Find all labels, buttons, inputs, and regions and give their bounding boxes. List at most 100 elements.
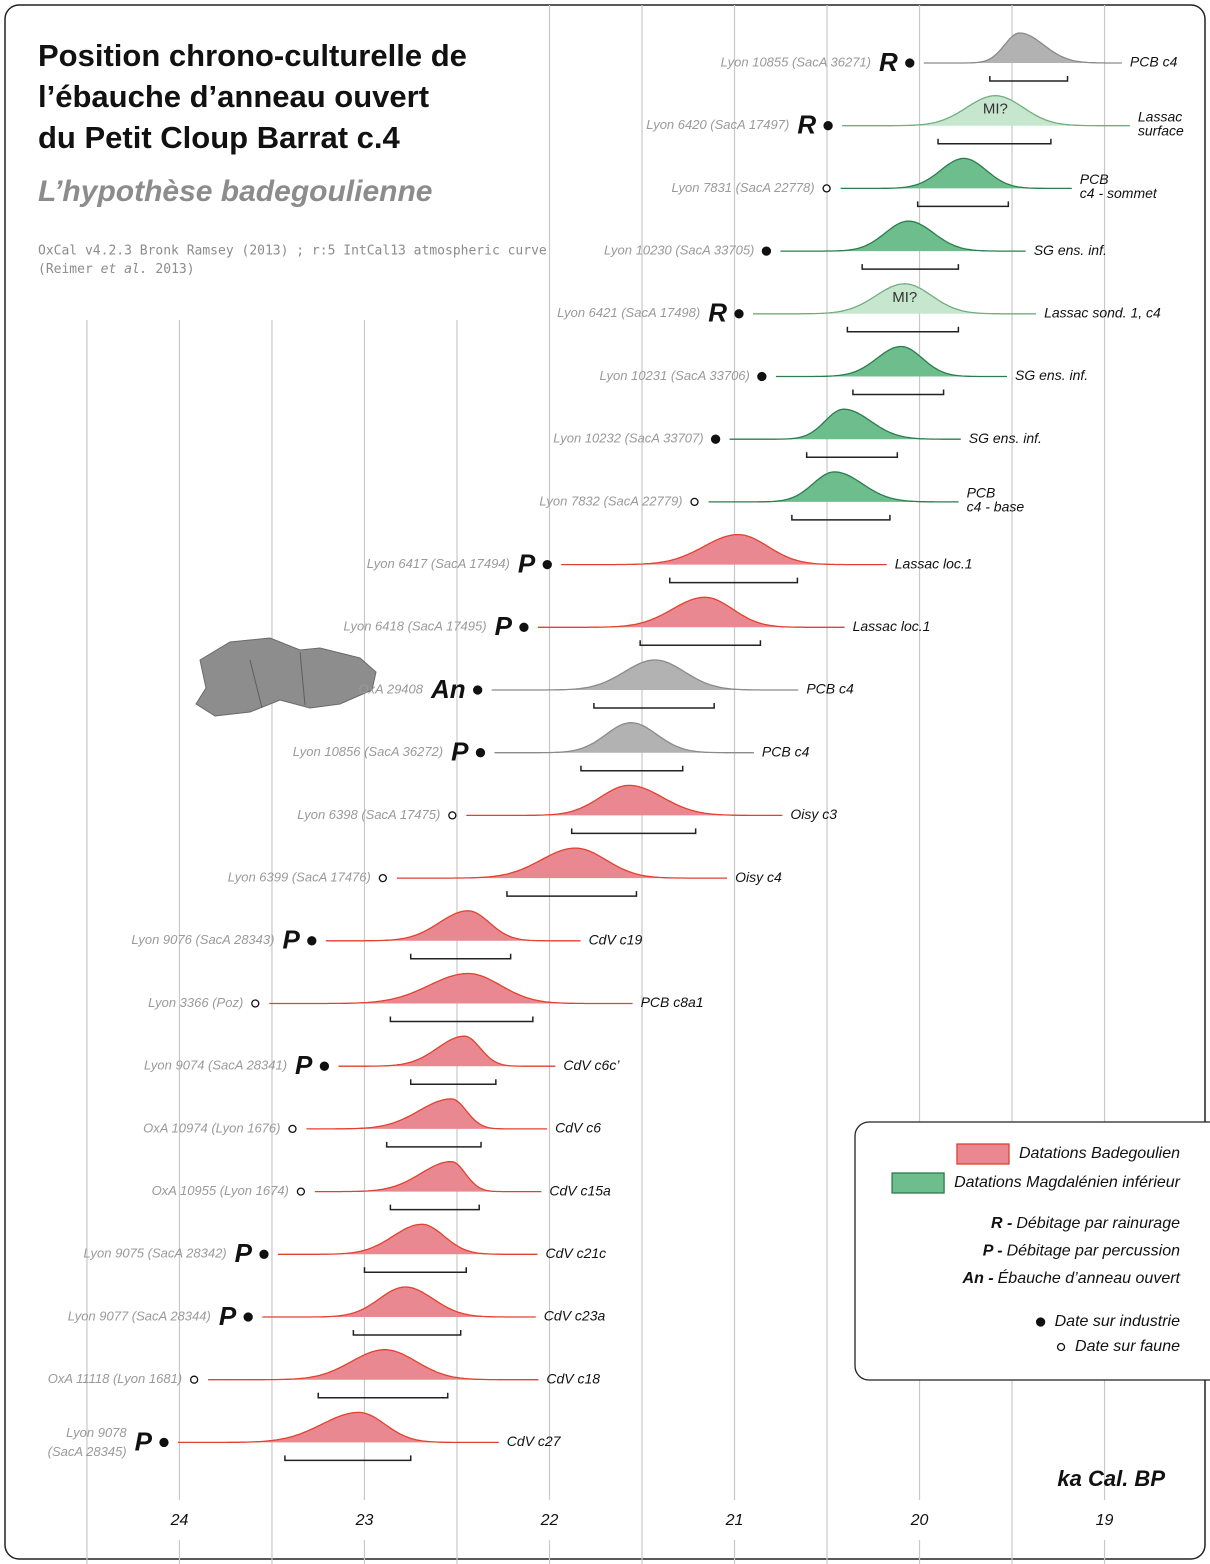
technique-letter: P <box>518 548 536 578</box>
site-label: Lassac sond. 1, c4 <box>1044 305 1161 321</box>
sample-dot <box>691 498 698 505</box>
title-line: l’ébauche d’anneau ouvert <box>38 79 429 114</box>
site-label: c4 - base <box>967 499 1025 515</box>
curve-annotation: MI? <box>983 101 1008 118</box>
sample-dot <box>289 1125 296 1132</box>
sample-dot <box>520 623 528 631</box>
site-label: SG ens. inf. <box>1015 367 1088 383</box>
x-tick-label: 19 <box>1096 1512 1114 1529</box>
x-tick-label: 21 <box>725 1512 744 1529</box>
title-line: Position chrono-culturelle de <box>38 38 467 73</box>
technique-letter: An <box>430 674 466 704</box>
lab-code: OxA 10955 (Lyon 1674) <box>152 1183 289 1198</box>
site-label: SG ens. inf. <box>1034 242 1107 258</box>
lab-code: Lyon 6418 (SacA 17495) <box>343 619 486 634</box>
lab-code: Lyon 10230 (SacA 33705) <box>604 243 754 258</box>
technique-letter: P <box>295 1050 313 1080</box>
sample-dot <box>244 1313 252 1321</box>
lab-code: Lyon 9077 (SacA 28344) <box>68 1308 211 1323</box>
curve-annotation: MI? <box>892 289 917 306</box>
lab-code: Lyon 3366 (Poz) <box>148 995 243 1010</box>
x-tick-label: 23 <box>355 1512 374 1529</box>
site-label: Oisy c4 <box>735 869 782 885</box>
technique-letter: P <box>219 1301 237 1331</box>
site-label: Oisy c3 <box>790 806 837 822</box>
lab-code: Lyon 9078 <box>66 1425 127 1440</box>
legend-dot <box>1058 1344 1065 1351</box>
technique-letter: P <box>451 737 469 767</box>
legend-label: Ébauche d’anneau ouvert <box>998 1268 1181 1287</box>
lab-code: Lyon 6398 (SacA 17475) <box>297 807 440 822</box>
sample-dot <box>379 875 386 882</box>
site-label: c4 - sommet <box>1080 185 1158 201</box>
site-label: PCB c4 <box>1130 54 1178 70</box>
sample-dot <box>252 1000 259 1007</box>
sample-dot <box>449 812 456 819</box>
lab-code: Lyon 6417 (SacA 17494) <box>367 556 510 571</box>
sample-dot <box>474 686 482 694</box>
sample-dot <box>543 561 551 569</box>
site-label: SG ens. inf. <box>969 430 1042 446</box>
technique-letter: R <box>708 298 727 328</box>
sample-dot <box>906 59 914 67</box>
lab-code: Lyon 7832 (SacA 22779) <box>539 493 682 508</box>
sample-dot <box>712 435 720 443</box>
lab-code: Lyon 9076 (SacA 28343) <box>131 932 274 947</box>
legend-label: Débitage par rainurage <box>1016 1215 1180 1232</box>
lab-code: Lyon 10232 (SacA 33707) <box>553 431 703 446</box>
site-label: PCB c4 <box>806 681 854 697</box>
lab-code: Lyon 10855 (SacA 36271) <box>721 54 871 69</box>
lab-code: Lyon 6421 (SacA 17498) <box>557 305 700 320</box>
legend-label: Date sur industrie <box>1055 1313 1180 1330</box>
site-label: Lassac loc.1 <box>853 618 931 634</box>
sample-dot <box>160 1438 168 1446</box>
site-label: CdV c19 <box>589 932 643 948</box>
lab-code: Lyon 6399 (SacA 17476) <box>228 870 371 885</box>
technique-letter: P <box>282 925 300 955</box>
site-label: surface <box>1138 122 1184 138</box>
sample-dot <box>260 1250 268 1258</box>
site-label: CdV c6c’ <box>563 1057 620 1073</box>
legend-swatch <box>957 1144 1009 1164</box>
site-label: CdV c18 <box>546 1370 600 1386</box>
legend-label: Date sur faune <box>1075 1338 1180 1355</box>
lab-code: Lyon 9075 (SacA 28342) <box>84 1246 227 1261</box>
title-line: du Petit Cloup Barrat c.4 <box>38 120 400 155</box>
technique-letter: P <box>235 1238 253 1268</box>
sample-dot <box>308 937 316 945</box>
lab-code: Lyon 10856 (SacA 36272) <box>293 744 443 759</box>
lab-code: OxA 29408 <box>358 681 423 696</box>
sample-dot <box>735 310 743 318</box>
x-tick-label: 22 <box>540 1512 559 1529</box>
legend-key: An - <box>962 1270 994 1287</box>
site-label: PCB c4 <box>762 743 810 759</box>
site-label: PCB c8a1 <box>641 994 704 1010</box>
sample-dot <box>824 122 832 130</box>
site-label: CdV c23a <box>544 1308 606 1324</box>
lab-code: (SacA 28345) <box>48 1444 127 1459</box>
site-label: Lassac loc.1 <box>895 555 973 571</box>
x-axis-label: ka Cal. BP <box>1057 1466 1165 1491</box>
subtitle: L’hypothèse badegoulienne <box>38 175 432 208</box>
lab-code: Lyon 9074 (SacA 28341) <box>144 1058 287 1073</box>
legend-swatch <box>892 1173 944 1193</box>
technique-letter: R <box>797 110 816 140</box>
lab-code: OxA 10974 (Lyon 1676) <box>143 1120 280 1135</box>
sample-dot <box>762 247 770 255</box>
technique-letter: R <box>879 47 898 77</box>
legend-label: Datations Magdalénien inférieur <box>954 1174 1181 1191</box>
site-label: CdV c27 <box>507 1433 562 1449</box>
site-label: CdV c21c <box>545 1245 606 1261</box>
sample-dot <box>476 749 484 757</box>
technique-letter: P <box>495 611 513 641</box>
legend: Datations Badegoulien Datations Magdaléni… <box>855 1122 1210 1380</box>
site-label: CdV c15a <box>549 1182 611 1198</box>
x-tick-label: 20 <box>910 1512 929 1529</box>
legend-key: R - <box>991 1215 1012 1232</box>
legend-label: Débitage par percussion <box>1007 1243 1181 1260</box>
lab-code: Lyon 10231 (SacA 33706) <box>600 368 750 383</box>
technique-letter: P <box>135 1426 153 1456</box>
x-tick-label: 24 <box>170 1512 189 1529</box>
legend-label: Datations Badegoulien <box>1019 1145 1180 1162</box>
note: (Reimer et al. 2013) <box>38 262 195 277</box>
